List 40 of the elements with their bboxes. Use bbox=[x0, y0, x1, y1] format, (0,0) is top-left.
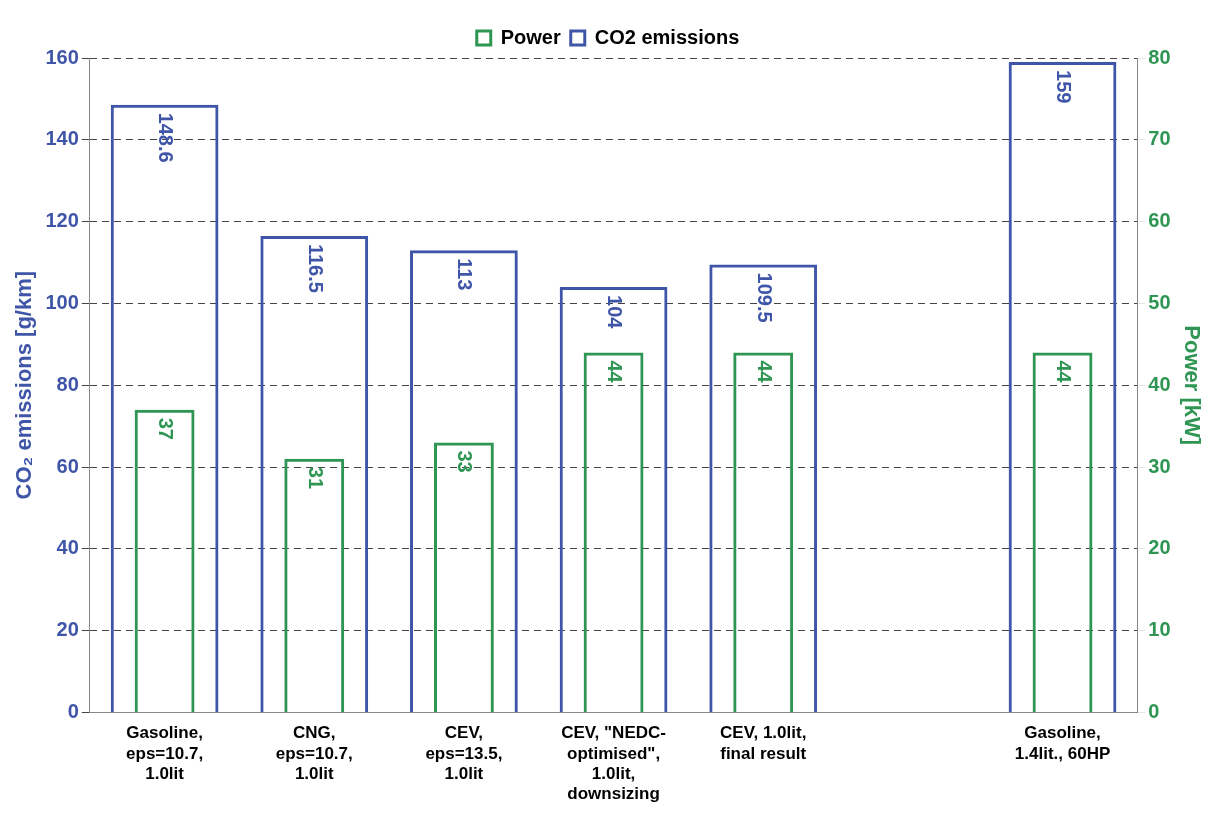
y2-axis-title: Power [kW] bbox=[1179, 325, 1205, 446]
x-tick-label: Gasoline, eps=10.7, 1.0lit bbox=[126, 723, 204, 784]
y-tick-label: 20 bbox=[56, 618, 79, 641]
y2-tick-label: 0 bbox=[1148, 699, 1160, 722]
y2-tick-label: 40 bbox=[1148, 372, 1171, 395]
data-label: 37 bbox=[155, 417, 178, 440]
y-tick-label: 0 bbox=[67, 699, 79, 722]
legend-label: CO2 emissions bbox=[594, 25, 740, 48]
y-tick-label: 140 bbox=[45, 127, 79, 150]
x-tick-label: CEV, eps=13.5, 1.0lit bbox=[425, 723, 503, 784]
data-label: 109.5 bbox=[753, 272, 776, 323]
y-tick-label: 80 bbox=[56, 372, 79, 395]
y-tick-label: 100 bbox=[45, 290, 79, 313]
x-tick-label: Gasoline, 1.4lit., 60HP bbox=[1014, 723, 1111, 763]
y-tick-label: 120 bbox=[45, 209, 79, 232]
y2-tick-label: 20 bbox=[1148, 536, 1171, 559]
y-tick-label: 60 bbox=[56, 454, 79, 477]
x-tick-label: CEV, 1.0lit, final result bbox=[720, 723, 807, 763]
data-label: 44 bbox=[604, 360, 627, 384]
x-tick-label: CEV, "NEDC- optimised", 1.0lit, downsizing bbox=[561, 723, 666, 804]
y2-tick-label: 60 bbox=[1148, 209, 1171, 232]
data-label: 33 bbox=[454, 450, 477, 473]
y2-tick-label: 80 bbox=[1148, 45, 1171, 68]
y2-tick-label: 70 bbox=[1148, 127, 1171, 150]
y2-tick-label: 10 bbox=[1148, 618, 1171, 641]
legend-label: Power bbox=[500, 25, 561, 48]
y-tick-label: 40 bbox=[56, 536, 79, 559]
data-label: 31 bbox=[304, 466, 327, 490]
x-tick-label: CNG, eps=10.7, 1.0lit bbox=[275, 723, 353, 784]
data-label: 159 bbox=[1053, 70, 1076, 104]
data-label: 116.5 bbox=[304, 243, 327, 293]
data-label: 44 bbox=[1053, 360, 1076, 384]
y-axis-title: CO₂ emissions [g/km] bbox=[11, 270, 37, 500]
data-label: 148.6 bbox=[155, 112, 178, 163]
y2-tick-label: 30 bbox=[1148, 454, 1171, 477]
data-label: 113 bbox=[454, 258, 477, 291]
y-tick-label: 160 bbox=[45, 45, 79, 68]
data-label: 104 bbox=[604, 295, 627, 330]
data-label: 44 bbox=[753, 360, 776, 384]
y2-tick-label: 50 bbox=[1148, 290, 1171, 313]
